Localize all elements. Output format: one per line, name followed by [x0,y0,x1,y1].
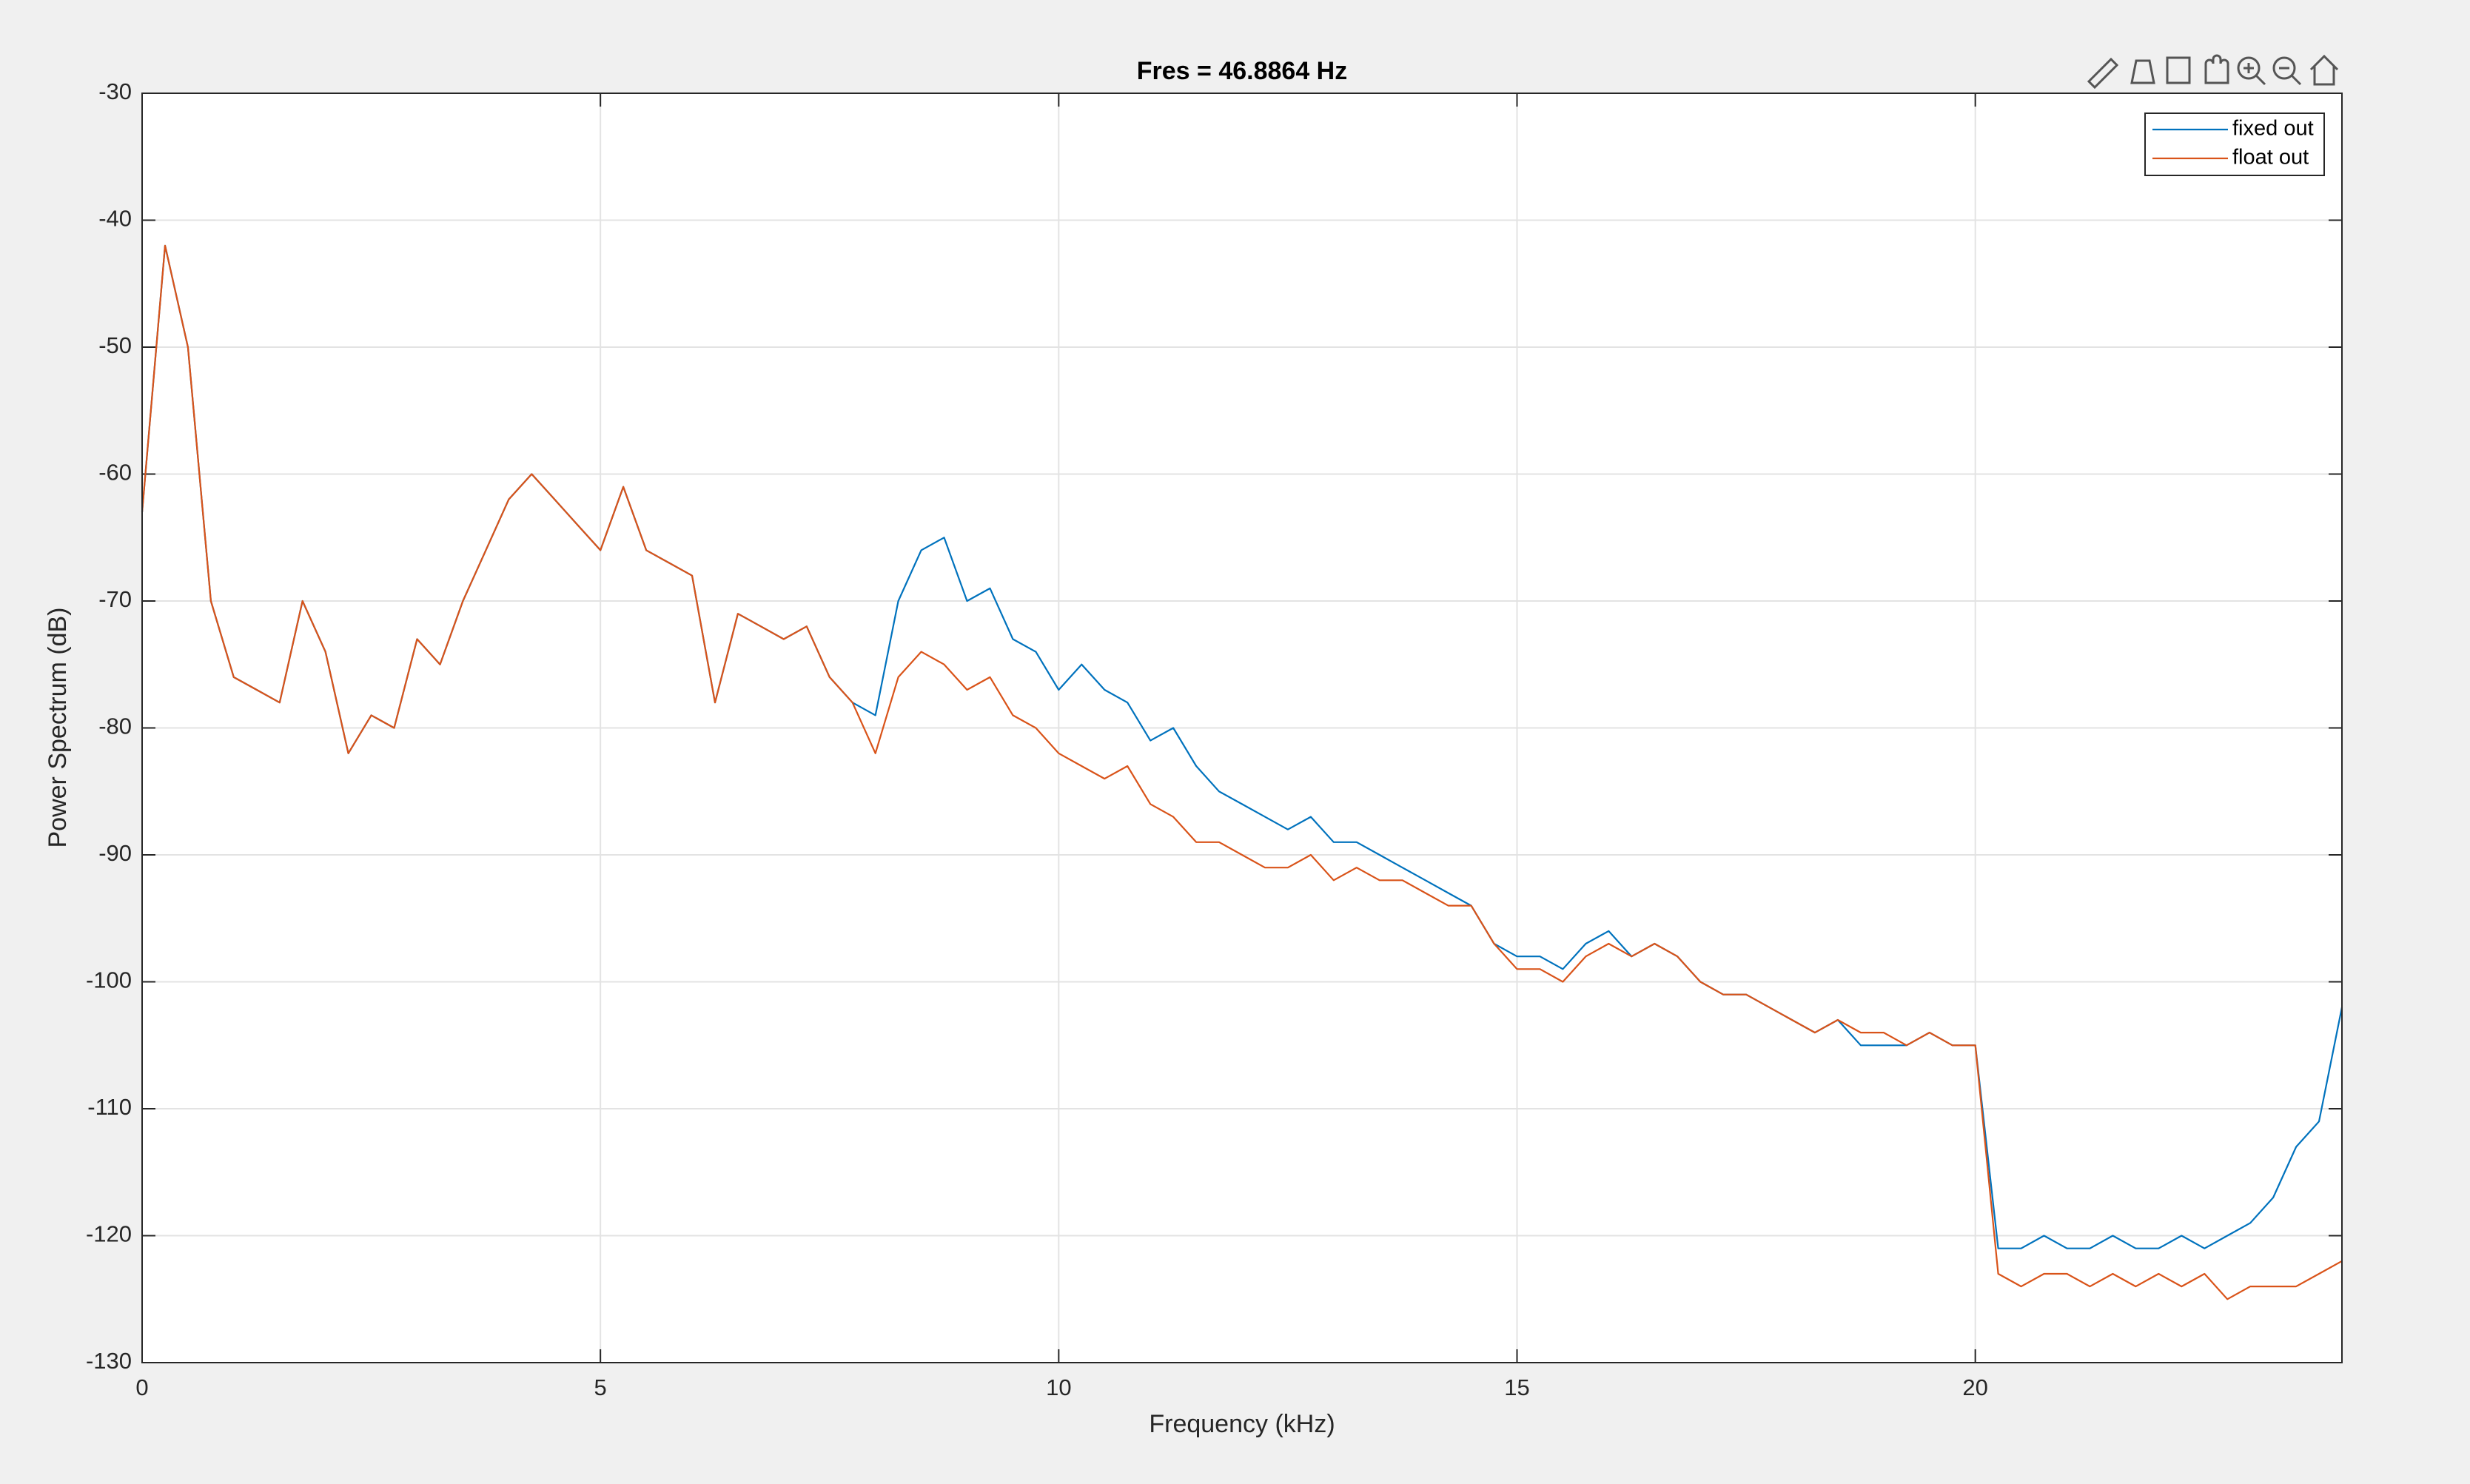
axes-box [141,93,2343,1363]
toolbar-pan[interactable] [2204,54,2229,84]
chart-title: Fres = 46.8864 Hz [1137,57,1347,85]
x-tick-label: 0 [135,1374,148,1400]
y-tick-label: -120 [86,1221,132,1247]
x-axis-label: Frequency (kHz) [1149,1410,1335,1438]
toolbar-zoom-in-glyph [2244,63,2266,86]
toolbar-brush[interactable] [2087,57,2119,90]
y-tick-label: -100 [86,967,132,993]
y-tick-label: -90 [98,840,132,866]
x-tick-label: 15 [1504,1374,1529,1400]
y-tick-label: -70 [98,586,132,612]
y-axis-label: Power Spectrum (dB) [44,608,72,848]
toolbar-zoom-in[interactable] [2237,56,2261,80]
x-tick-label: 10 [1046,1374,1071,1400]
legend-box [2144,113,2325,176]
legend-label: float out [2232,146,2309,169]
y-tick-label: -40 [98,206,132,232]
y-tick-label: -60 [98,460,132,486]
x-tick-label: 20 [1962,1374,1987,1400]
y-tick-label: -80 [98,714,132,739]
y-tick-label: -30 [98,78,132,104]
toolbar [2087,54,2339,90]
x-tick-label: 5 [594,1374,607,1400]
legend: fixed out float out [2144,113,2325,176]
toolbar-home[interactable] [2309,54,2339,86]
y-tick-label: -110 [87,1094,132,1120]
toolbar-legend[interactable] [2166,56,2191,84]
y-tick-label: -130 [86,1348,132,1374]
y-tick-label: -50 [98,332,132,358]
toolbar-datatip[interactable] [2130,59,2155,84]
series-line [141,244,2343,1300]
toolbar-zoom-out-glyph [2279,67,2302,86]
toolbar-zoom-out[interactable] [2272,56,2296,80]
legend-label: fixed out [2232,117,2314,141]
